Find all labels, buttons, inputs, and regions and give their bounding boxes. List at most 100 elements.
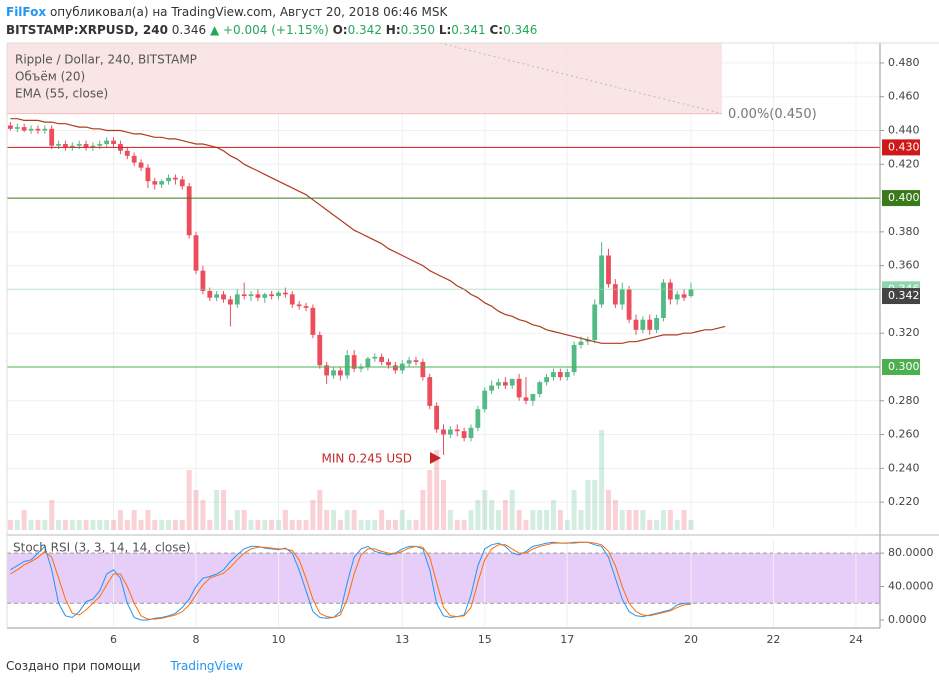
- volume-bar: [227, 520, 233, 530]
- last: 0.346: [171, 23, 207, 37]
- candle-body: [427, 377, 433, 406]
- legend-entry: Объём (20): [15, 70, 85, 84]
- volume-bar: [62, 520, 68, 530]
- volume-bar: [221, 490, 227, 530]
- y-tick-label: 0.360: [888, 259, 920, 272]
- candle-body: [234, 294, 240, 305]
- candle-body: [173, 177, 178, 180]
- volume-bar: [49, 500, 55, 530]
- annotation-arrow: [430, 452, 441, 464]
- candle-body: [379, 356, 385, 362]
- volume-bar: [619, 510, 625, 530]
- volume-bar: [688, 520, 694, 530]
- y-tick-label: 0.0000: [888, 613, 927, 626]
- volume-bar: [331, 510, 337, 530]
- candle-body: [83, 144, 89, 148]
- candle-body: [544, 377, 550, 383]
- candle-body: [413, 360, 419, 362]
- candle-body: [564, 372, 570, 378]
- volume-bar: [117, 510, 123, 530]
- volume-bar: [317, 490, 323, 530]
- candle-body: [468, 427, 474, 438]
- candle-body: [674, 294, 680, 300]
- volume-bar: [269, 520, 275, 530]
- o-value: 0.342: [347, 23, 382, 37]
- volume-bar: [647, 520, 653, 530]
- volume-bar: [282, 510, 288, 530]
- candle-body: [434, 405, 440, 430]
- candle-body: [186, 186, 192, 236]
- volume-bar: [372, 520, 378, 530]
- y-tick-label: 0.280: [888, 394, 920, 407]
- candle-body: [317, 334, 323, 366]
- volume-bar: [344, 510, 350, 530]
- candle-body: [551, 372, 556, 378]
- stoch-title: Stoch RSI (3, 3, 14, 14, close): [13, 541, 191, 555]
- volume-bar: [289, 520, 295, 530]
- candle-body: [276, 292, 281, 297]
- volume-bar: [14, 520, 20, 530]
- volume-bar: [427, 470, 433, 530]
- volume-bar: [7, 520, 13, 530]
- candle-body: [248, 294, 254, 297]
- footer-brand[interactable]: TradingView: [170, 659, 244, 673]
- volume-bar: [523, 520, 529, 530]
- publisher[interactable]: FilFox: [6, 5, 47, 19]
- candle-body: [523, 397, 529, 401]
- y-tick-label: 0.220: [888, 495, 920, 508]
- candle-body: [358, 366, 364, 369]
- volume-bar: [441, 480, 446, 530]
- volume-bar: [640, 510, 646, 530]
- volume-bar: [193, 490, 199, 530]
- volume-bar: [592, 480, 598, 530]
- volume-bar: [681, 510, 687, 530]
- candle-body: [557, 372, 563, 378]
- price-tag-label: 0.342: [888, 289, 920, 302]
- candle-body: [344, 355, 350, 376]
- footer: Создано при помощи TradingView: [6, 659, 243, 673]
- c-label: C:: [489, 23, 504, 37]
- candle-body: [599, 255, 605, 305]
- x-tick-label: 20: [684, 633, 698, 646]
- candle-body: [509, 378, 515, 386]
- candle-body: [647, 319, 653, 330]
- o-label: O:: [332, 23, 348, 37]
- y-tick-label: 80.0000: [888, 546, 934, 559]
- volume-bar: [633, 510, 639, 530]
- y-tick-label: 0.380: [888, 225, 920, 238]
- candle-body: [482, 390, 488, 410]
- volume-bar: [516, 510, 522, 530]
- volume-bar: [124, 520, 130, 530]
- candle-body: [502, 382, 508, 386]
- l-label: L:: [438, 23, 452, 37]
- volume-bar: [399, 510, 405, 530]
- candle-body: [207, 290, 213, 298]
- candle-body: [124, 150, 130, 156]
- volume-bar: [28, 520, 34, 530]
- volume-bar: [234, 510, 240, 530]
- volume-bar: [42, 520, 48, 530]
- volume-bar: [599, 430, 605, 530]
- y-tick-label: 0.260: [888, 428, 920, 441]
- candle-body: [516, 378, 522, 398]
- volume-bar: [324, 510, 330, 530]
- volume-bar: [447, 510, 453, 530]
- volume-bar: [172, 520, 178, 530]
- volume-bar: [337, 520, 343, 530]
- volume-bar: [104, 520, 110, 530]
- candle-body: [145, 167, 151, 182]
- x-tick-label: 17: [560, 633, 574, 646]
- volume-bar: [358, 520, 364, 530]
- y-tick-label: 0.460: [888, 90, 920, 103]
- candle-body: [496, 382, 501, 386]
- candle-body: [633, 319, 639, 330]
- symbol: BITSTAMP:XRPUSD, 240: [6, 23, 168, 37]
- volume-bar: [186, 470, 192, 530]
- volume-bar: [131, 510, 137, 530]
- price-tag-label: 0.430: [888, 140, 920, 153]
- candle-body: [42, 128, 48, 131]
- price-tag: [882, 358, 920, 375]
- y-tick-label: 0.320: [888, 326, 920, 339]
- volume-bar: [111, 520, 117, 530]
- candle-body: [269, 294, 275, 297]
